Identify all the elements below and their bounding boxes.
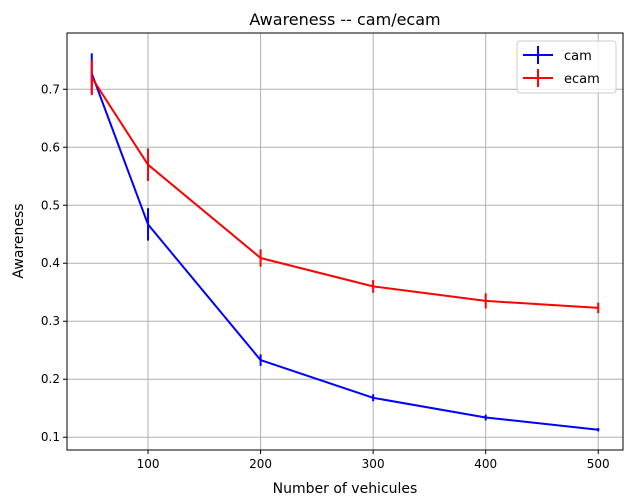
y-tick-label: 0.5 xyxy=(41,198,60,212)
x-tick-label: 500 xyxy=(587,457,610,471)
y-tick-label: 0.6 xyxy=(41,140,60,154)
y-tick-label: 0.1 xyxy=(41,430,60,444)
data-point-cam xyxy=(484,416,487,419)
data-point-ecam xyxy=(597,306,600,309)
y-tick-label: 0.2 xyxy=(41,372,60,386)
x-tick-label: 300 xyxy=(362,457,385,471)
axis-ticks: 100 200 300 400 500 0.1 0.2 0.3 0.4 0.5 0.6 0.7 xyxy=(41,82,610,471)
x-axis-label: Number of vehicules xyxy=(273,481,418,496)
data-point-cam xyxy=(372,396,375,399)
y-axis-label: Awareness xyxy=(11,203,27,278)
data-point-ecam xyxy=(90,76,93,79)
series-ecam xyxy=(90,60,600,314)
data-point-cam xyxy=(259,359,262,362)
chart-title: Awareness -- cam/ecam xyxy=(249,10,440,29)
plot-series xyxy=(90,53,600,432)
series-line-cam xyxy=(90,73,599,431)
grid xyxy=(67,33,623,450)
x-tick-label: 200 xyxy=(249,457,272,471)
y-tick-label: 0.7 xyxy=(41,82,60,96)
legend-label-ecam: ecam xyxy=(564,72,600,87)
y-tick-label: 0.3 xyxy=(41,314,60,328)
legend: cam ecam xyxy=(516,40,617,94)
data-point-ecam xyxy=(259,257,262,260)
series-line-ecam xyxy=(90,77,599,309)
x-tick-label: 400 xyxy=(474,457,497,471)
data-point-cam xyxy=(147,223,150,226)
data-point-ecam xyxy=(484,299,487,302)
x-tick-label: 100 xyxy=(137,457,160,471)
legend-label-cam: cam xyxy=(564,49,592,64)
plot-frame xyxy=(66,32,624,451)
y-tick-label: 0.4 xyxy=(41,256,60,270)
data-point-ecam xyxy=(372,285,375,288)
data-point-ecam xyxy=(147,163,150,166)
data-point-cam xyxy=(597,428,600,431)
